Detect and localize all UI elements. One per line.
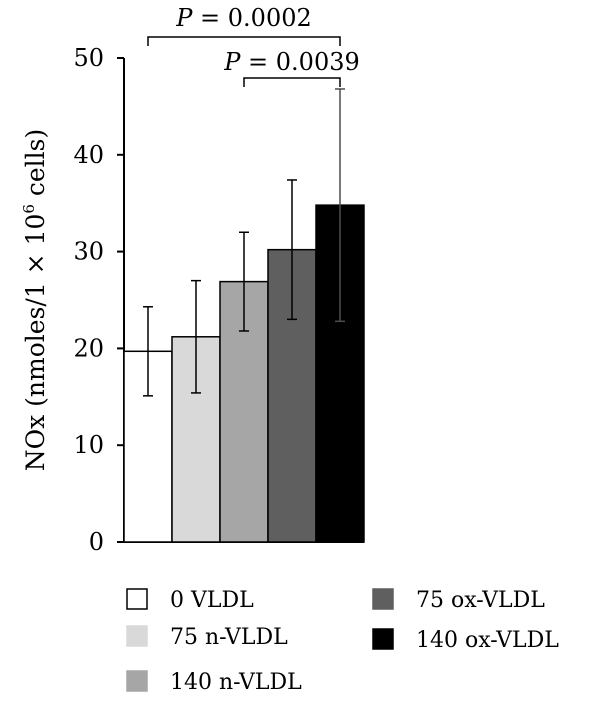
legend-swatch bbox=[372, 628, 394, 650]
legend-item: 75 ox-VLDL bbox=[372, 588, 545, 613]
chart-legend: 0 VLDL 75 n-VLDL 140 n-VLDL 75 ox-VLDL 140 o… bbox=[126, 588, 559, 695]
legend-label: 75 ox-VLDL bbox=[416, 588, 545, 613]
significance-bracket: P = 0.0039 bbox=[223, 48, 360, 87]
legend-item: 140 ox-VLDL bbox=[372, 628, 559, 653]
error-bar bbox=[335, 88, 345, 323]
y-axis-title-superscript: 6 bbox=[20, 204, 38, 214]
y-axis-title-suffix: cells) bbox=[21, 129, 50, 204]
legend-swatch bbox=[126, 625, 148, 647]
error-bars bbox=[143, 88, 345, 397]
legend-label: 140 n-VLDL bbox=[170, 670, 302, 695]
y-axis-title-main: NOx (nmoles/1 × 10 bbox=[21, 214, 50, 472]
significance-brackets: P = 0.0002 P = 0.0039 bbox=[147, 4, 360, 87]
p-value-label: P = 0.0002 bbox=[175, 4, 312, 32]
error-bar bbox=[143, 306, 153, 397]
bar-0-vldl bbox=[123, 350, 173, 543]
y-axis-title: NOx (nmoles/1 × 106 cells) bbox=[20, 129, 50, 472]
chart-axes: 0 10 20 30 40 50 bbox=[73, 44, 364, 556]
error-bar bbox=[287, 179, 297, 321]
y-tick-label: 10 bbox=[73, 431, 104, 459]
significance-bracket: P = 0.0002 bbox=[147, 4, 341, 46]
y-tick-label: 20 bbox=[73, 334, 104, 362]
y-tick-label: 30 bbox=[73, 238, 104, 266]
p-value-label: P = 0.0039 bbox=[223, 48, 360, 76]
legend-item: 0 VLDL bbox=[126, 588, 254, 613]
legend-swatch bbox=[372, 588, 394, 610]
legend-swatch bbox=[126, 670, 148, 692]
y-axis-ticks: 0 10 20 30 40 50 bbox=[73, 44, 124, 556]
y-tick-label: 40 bbox=[73, 141, 104, 169]
legend-label: 75 n-VLDL bbox=[170, 625, 288, 650]
y-tick-label: 50 bbox=[73, 44, 104, 72]
legend-label: 0 VLDL bbox=[170, 588, 254, 613]
error-bar bbox=[239, 231, 249, 332]
legend-item: 75 n-VLDL bbox=[126, 625, 288, 650]
y-tick-label: 0 bbox=[89, 528, 104, 556]
legend-swatch bbox=[126, 588, 148, 610]
legend-item: 140 n-VLDL bbox=[126, 670, 302, 695]
legend-label: 140 ox-VLDL bbox=[416, 628, 559, 653]
error-bar bbox=[191, 279, 201, 394]
